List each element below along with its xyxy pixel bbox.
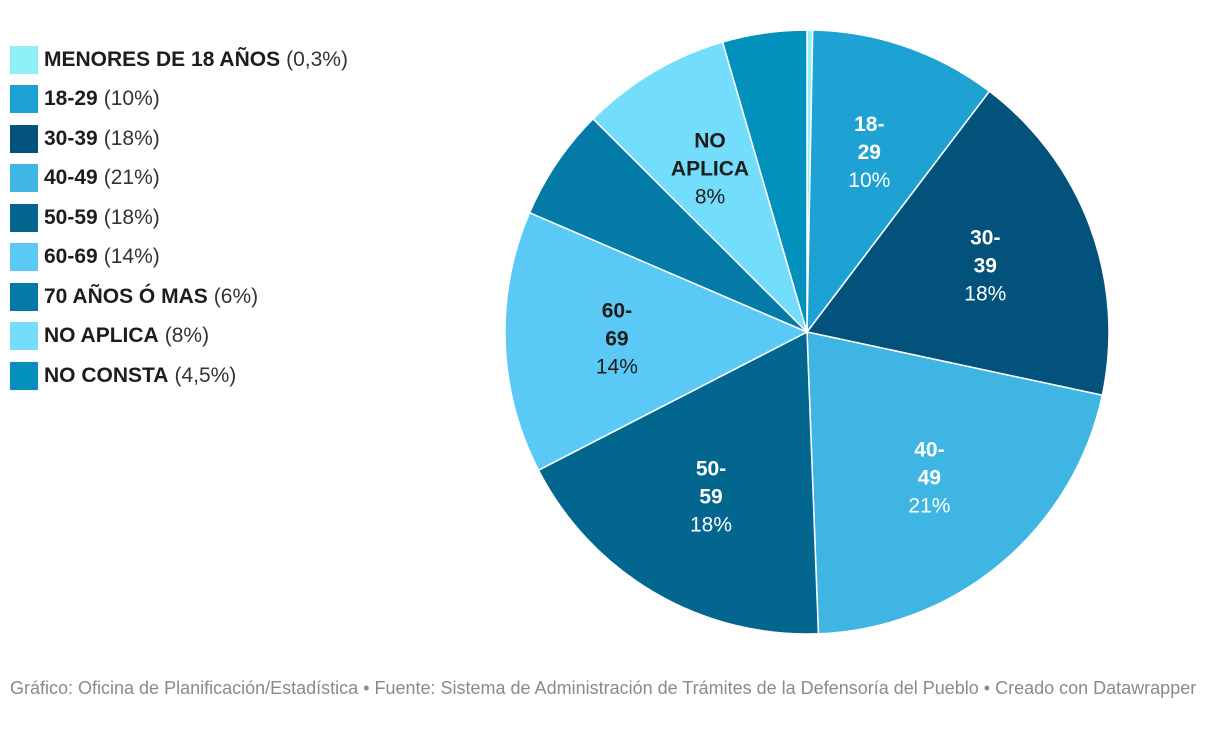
slice-name-label: APLICA [671, 157, 749, 180]
legend-item-18-29: 18-29 (10%) [10, 80, 348, 120]
slice-name-label: 69 [605, 328, 628, 351]
slice-percent-label: 18% [690, 513, 732, 536]
legend-swatch [10, 45, 38, 74]
legend-item-50-59: 50-59 (18%) [10, 198, 348, 238]
pie-slice-no-consta [721, 29, 808, 333]
legend-value: (0,3%) [286, 47, 348, 71]
legend-item-60-69: 60-69 (14%) [10, 238, 348, 278]
pie-slice-40-49 [806, 331, 1104, 635]
legend-label: MENORES DE 18 AÑOS [44, 47, 281, 71]
slice-percent-label: 8% [695, 185, 725, 208]
legend-item-no-consta: NO CONSTA (4,5%) [10, 356, 348, 396]
legend-label: 18-29 [44, 87, 98, 111]
pie-chart: 18- 29 10% 30- 39 18% 40- 49 21% 50- 59 18% 60- 69 14%… [504, 29, 1110, 635]
slice-name-label: 49 [918, 467, 941, 490]
legend-value: (18%) [103, 205, 160, 229]
legend-swatch [10, 361, 38, 390]
slice-percent-label: 14% [596, 356, 638, 379]
slice-name-label: NO [694, 129, 726, 152]
pie-slice-60-69 [504, 211, 808, 471]
legend-swatch [10, 164, 38, 193]
legend-swatch [10, 85, 38, 114]
chart-legend: MENORES DE 18 AÑOS (0,3%) 18-29 (10%) 30-39(… [10, 40, 348, 396]
slice-name-label: 50- [696, 457, 726, 480]
legend-swatch [10, 282, 38, 311]
legend-item-menores-de-18-anos: MENORES DE 18 AÑOS (0,3%) [10, 40, 348, 80]
legend-swatch [10, 243, 38, 272]
slice-name-label: 18- [854, 113, 884, 136]
legend-value: (21%) [103, 166, 160, 190]
slice-name-label: 39 [974, 255, 997, 278]
legend-label: NO CONSTA [44, 363, 169, 387]
slice-percent-label: 21% [908, 495, 950, 518]
legend-value: (14%) [103, 245, 160, 269]
legend-label: 50-59 [44, 205, 98, 229]
legend-label: 40-49 [44, 166, 98, 190]
pie-slice-no-aplica [592, 41, 808, 333]
slice-name-label: 40- [914, 439, 944, 462]
legend-swatch [10, 203, 38, 232]
slice-percent-label: 10% [848, 169, 890, 192]
legend-item-70-anos-o-mas: 70 AÑOS Ó MAS (6%) [10, 277, 348, 317]
slice-name-label: 29 [858, 141, 881, 164]
pie-slice-18-29 [806, 29, 991, 333]
legend-value: (4,5%) [174, 363, 237, 387]
slice-name-label: 59 [699, 485, 722, 508]
slice-percent-label: 18% [964, 283, 1006, 306]
legend-item-no-aplica: NO APLICA (8%) [10, 317, 348, 357]
slice-name-label: 30- [970, 227, 1000, 250]
legend-label: 30-39 [44, 126, 98, 150]
legend-item-40-49: 40-49 (21%) [10, 159, 348, 199]
legend-value: (6%) [213, 284, 259, 308]
legend-label: 60-69 [44, 245, 98, 269]
pie-slice-30-39 [806, 90, 1110, 396]
legend-item-30-39: 30-39 (18%) [10, 119, 348, 159]
legend-swatch [10, 322, 38, 351]
slice-name-label: 60- [602, 300, 632, 323]
legend-value: (10%) [103, 87, 160, 111]
legend-label: 70 AÑOS Ó MAS [44, 284, 208, 308]
legend-swatch [10, 124, 38, 153]
legend-value: (8%) [164, 324, 210, 348]
pie-slice-50-59 [537, 331, 820, 635]
legend-value: (18%) [103, 126, 160, 150]
chart-footer: Gráfico: Oficina de Planificación/Estadí… [10, 678, 1197, 698]
legend-label: NO APLICA [44, 324, 159, 348]
